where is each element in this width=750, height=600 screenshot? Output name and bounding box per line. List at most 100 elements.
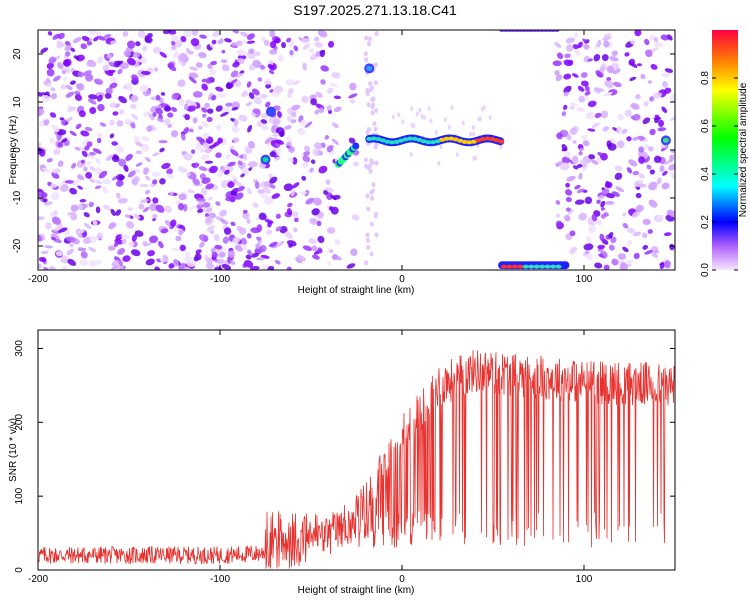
heatmap-noise-cell: [662, 80, 668, 88]
heatmap-noise-cell: [668, 163, 675, 171]
heatmap-noise-cell: [60, 84, 67, 90]
heatmap-noise-cell: [185, 259, 196, 268]
heatmap-noise-cell: [243, 153, 248, 161]
heatmap-noise-cell: [227, 250, 236, 258]
heatmap-stripe-peak: [466, 140, 473, 145]
heatmap-noise-cell: [434, 129, 438, 135]
heatmap-noise-cell: [651, 252, 659, 258]
heatmap-noise-cell: [302, 151, 310, 156]
heatmap-noise-cell: [159, 51, 167, 58]
heatmap-noise-cell: [261, 124, 269, 131]
heatmap-noise-cell: [607, 143, 617, 151]
heatmap-noise-cell: [89, 151, 96, 156]
heatmap-noise-cell: [286, 266, 292, 270]
heatmap-noise-cell: [197, 208, 204, 214]
heatmap-noise-cell: [599, 66, 605, 73]
heatmap-noise-cell: [161, 162, 171, 170]
heatmap-noise-cell: [140, 57, 148, 64]
heatmap-noise-cell: [86, 161, 92, 166]
heatmap-noise-cell: [297, 127, 306, 135]
heatmap-noise-cell: [106, 40, 111, 45]
heatmap-noise-cell: [250, 252, 260, 258]
heatmap-noise-cell: [269, 151, 277, 158]
heatmap-noise-cell: [139, 84, 149, 92]
heatmap-noise-cell: [333, 95, 341, 100]
heatmap-noise-cell: [248, 48, 255, 54]
heatmap-noise-cell: [230, 79, 238, 84]
heatmap-noise-cell: [641, 232, 648, 239]
heatmap-noise-cell: [291, 211, 299, 217]
heatmap-noise-cell: [211, 251, 218, 259]
heatmap-noise-cell: [141, 143, 150, 152]
heatmap-noise-cell: [585, 253, 593, 261]
heatmap-noise-cell: [210, 60, 218, 66]
heatmap-noise-cell: [151, 171, 161, 177]
colorbar-gradient: [712, 30, 738, 270]
heatmap-noise-cell: [44, 222, 52, 230]
heatmap-noise-cell: [613, 81, 622, 88]
heatmap-noise-cell: [488, 115, 492, 121]
heatmap-noise-cell: [131, 249, 141, 257]
heatmap-stripe-peak: [375, 137, 382, 142]
heatmap-noise-cell: [99, 122, 107, 127]
heatmap-y-tick-label: -10: [12, 190, 23, 205]
heatmap-noise-cell: [310, 98, 317, 106]
heatmap-noise-cell: [134, 141, 144, 147]
heatmap-noise-cell: [369, 251, 374, 257]
heatmap-noise-cell: [111, 175, 118, 181]
heatmap-noise-cell: [50, 191, 60, 201]
heatmap-noise-cell: [370, 195, 375, 201]
heatmap-noise-cell: [633, 252, 640, 260]
heatmap-noise-cell: [608, 231, 614, 239]
heatmap-noise-cell: [227, 78, 233, 83]
heatmap-noise-cell: [65, 51, 71, 57]
heatmap-x-tick-label: 0: [399, 274, 405, 285]
heatmap-noise-cell: [616, 126, 622, 134]
heatmap-noise-cell: [62, 76, 68, 81]
heatmap-stripe-peak: [402, 137, 409, 142]
heatmap-noise-cell: [38, 107, 45, 116]
heatmap-noise-cell: [583, 96, 589, 101]
heatmap-stripe-peak: [475, 138, 482, 143]
heatmap-noise-cell: [645, 49, 653, 58]
heatmap-stripe-peak: [498, 139, 505, 144]
heatmap-noise-cell: [188, 76, 197, 84]
heatmap-noise-cell: [190, 105, 196, 110]
heatmap-noise-cell: [632, 231, 641, 237]
heatmap-noise-cell: [52, 33, 61, 40]
heatmap-x-tick-label: -200: [28, 274, 48, 285]
heatmap-noise-cell: [579, 159, 587, 166]
heatmap-noise-cell: [287, 157, 294, 163]
heatmap-noise-cell: [319, 50, 326, 58]
heatmap-noise-cell: [647, 80, 652, 84]
heatmap-noise-cell: [596, 39, 602, 48]
heatmap-noise-cell: [254, 181, 260, 189]
heatmap-noise-cell: [293, 45, 299, 52]
heatmap-noise-cell: [209, 165, 218, 174]
heatmap-stripe-peak: [439, 137, 446, 142]
heatmap-noise-cell: [89, 106, 97, 115]
heatmap-noise-cell: [638, 179, 644, 184]
heatmap-noise-cell: [612, 68, 621, 75]
heatmap-noise-cell: [96, 57, 104, 64]
heatmap-noise-cell: [552, 60, 562, 67]
heatmap-noise-cell: [415, 111, 419, 117]
heatmap-noise-cell: [83, 203, 88, 208]
heatmap-noise-cell: [230, 187, 239, 196]
heatmap-noise-cell: [77, 174, 85, 181]
heatmap-noise-cell: [56, 40, 65, 48]
heatmap-noise-cell: [260, 35, 266, 42]
heatmap-noise-cell: [198, 52, 207, 59]
heatmap-noise-cell: [145, 175, 151, 181]
heatmap-noise-cell: [171, 35, 179, 42]
heatmap-noise-cell: [364, 260, 369, 266]
heatmap-noise-cell: [314, 41, 323, 48]
heatmap-noise-cell: [89, 236, 98, 243]
heatmap-noise-cell: [288, 146, 295, 153]
heatmap-noise-cell: [249, 265, 260, 270]
heatmap-noise-cell: [601, 54, 609, 62]
heatmap-noise-cell: [69, 243, 74, 248]
heatmap-noise-cell: [471, 125, 475, 131]
heatmap-noise-cell: [42, 167, 51, 173]
heatmap-noise-cell: [245, 254, 252, 260]
